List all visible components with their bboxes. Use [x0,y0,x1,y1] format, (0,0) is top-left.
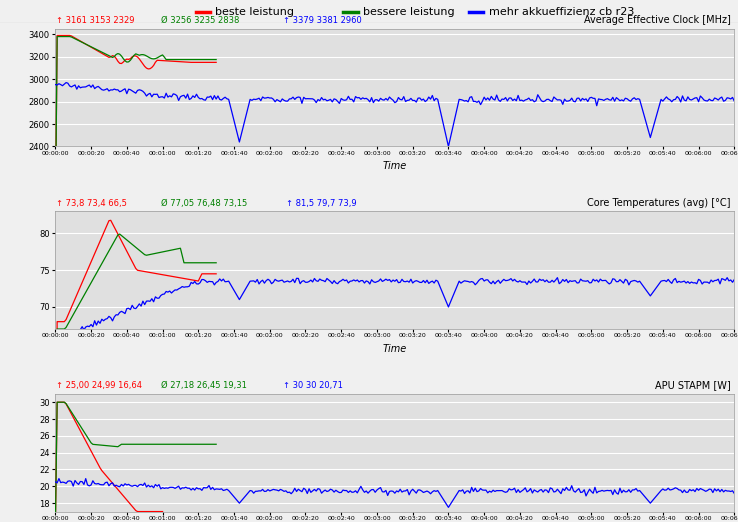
Text: mehr akkueffizienz cb r23: mehr akkueffizienz cb r23 [489,7,634,17]
Text: Ø 77,05 76,48 73,15: Ø 77,05 76,48 73,15 [161,199,246,208]
Text: ↑ 73,8 73,4 66,5: ↑ 73,8 73,4 66,5 [56,199,127,208]
Text: Average Effective Clock [MHz]: Average Effective Clock [MHz] [584,15,731,25]
Text: Ø 3256 3235 2838: Ø 3256 3235 2838 [161,16,239,25]
Text: bessere leistung: bessere leistung [363,7,455,17]
Text: Core Temperatures (avg) [°C]: Core Temperatures (avg) [°C] [587,198,731,208]
Text: ↑ 25,00 24,99 16,64: ↑ 25,00 24,99 16,64 [56,381,142,390]
Text: ↑ 3379 3381 2960: ↑ 3379 3381 2960 [283,16,362,25]
Text: ↑ 81,5 79,7 73,9: ↑ 81,5 79,7 73,9 [286,199,356,208]
X-axis label: Time: Time [383,161,407,171]
Text: beste leistung: beste leistung [215,7,294,17]
X-axis label: Time: Time [383,344,407,354]
Text: APU STAPM [W]: APU STAPM [W] [655,380,731,390]
Text: Ø 27,18 26,45 19,31: Ø 27,18 26,45 19,31 [161,381,246,390]
Text: ↑ 3161 3153 2329: ↑ 3161 3153 2329 [56,16,134,25]
Text: ↑ 30 30 20,71: ↑ 30 30 20,71 [283,381,342,390]
